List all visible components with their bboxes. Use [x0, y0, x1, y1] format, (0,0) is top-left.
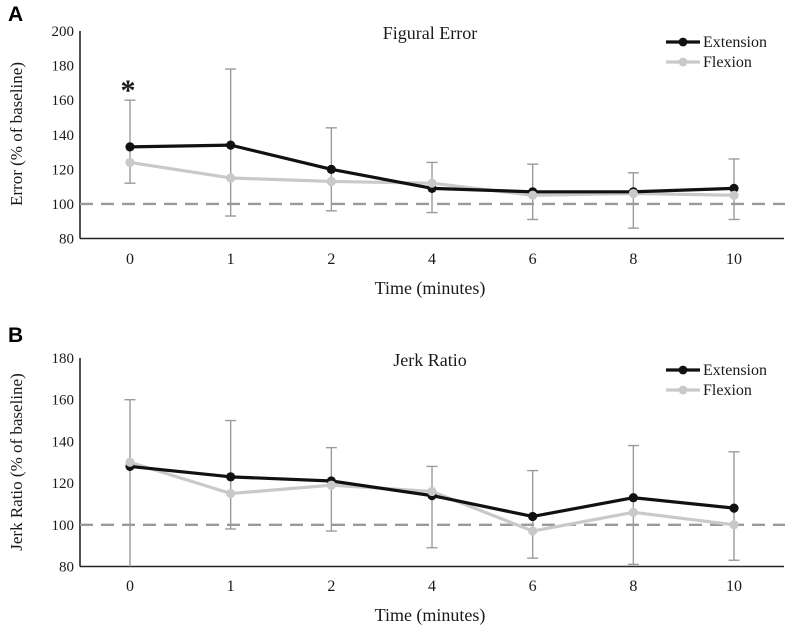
x-tick-label: 0: [126, 251, 134, 268]
flexion-point: [628, 188, 638, 199]
extension-point: [226, 140, 236, 150]
legend-flexion-marker: [678, 385, 688, 395]
y-tick-label: 80: [59, 232, 74, 248]
x-tick-label: 0: [126, 578, 134, 595]
x-tick-label: 4: [428, 251, 436, 268]
extension-point: [226, 472, 236, 482]
y-tick-label: 160: [52, 93, 75, 109]
x-tick-label: 2: [327, 251, 335, 268]
extension-point: [729, 183, 739, 193]
extension-point: [729, 503, 739, 513]
flexion-point: [427, 178, 437, 188]
x-tick-label: 4: [428, 578, 436, 595]
legend-extension-label: Extension: [703, 34, 767, 51]
y-tick-label: 80: [59, 560, 74, 576]
x-tick-label: 8: [629, 251, 637, 268]
y-tick-label: 160: [52, 393, 75, 409]
flexion-point: [226, 173, 236, 183]
flexion-point: [125, 157, 135, 168]
y-tick-label: 100: [52, 518, 75, 534]
y-tick-label: 180: [52, 351, 75, 367]
y-tick-label: 120: [52, 162, 75, 178]
flexion-point: [528, 526, 538, 536]
significance-asterisk: *: [121, 74, 136, 107]
x-tick-label: 1: [227, 578, 235, 595]
y-axis-title: Jerk Ratio (% of baseline): [7, 373, 26, 551]
x-tick-label: 10: [726, 251, 742, 268]
panel-a-label: A: [8, 3, 24, 26]
panel-title: Figural Error: [383, 23, 477, 43]
flexion-point: [427, 486, 437, 497]
flexion-point: [326, 480, 336, 490]
y-tick-label: 140: [52, 128, 75, 144]
extension-point: [125, 142, 135, 152]
legend-flexion-label: Flexion: [703, 54, 752, 71]
x-axis-title: Time (minutes): [375, 278, 486, 299]
y-axis-title: Error (% of baseline): [7, 62, 26, 206]
flexion-point: [628, 507, 638, 517]
y-tick-label: 200: [52, 24, 75, 40]
flexion-point: [729, 520, 739, 530]
x-axis-title: Time (minutes): [375, 605, 486, 626]
x-tick-label: 6: [529, 251, 537, 268]
x-tick-label: 6: [529, 578, 537, 595]
flexion-point: [528, 190, 538, 200]
legend-extension-marker: [678, 37, 688, 47]
flexion-point: [326, 176, 336, 187]
legend-flexion-marker: [678, 57, 688, 67]
legend-flexion-label: Flexion: [703, 382, 752, 399]
flexion-point: [125, 457, 135, 467]
y-tick-label: 120: [52, 476, 75, 492]
panel-title: Jerk Ratio: [393, 350, 467, 370]
x-tick-label: 2: [327, 578, 335, 595]
flexion-point: [226, 488, 236, 499]
extension-point: [628, 493, 638, 503]
x-tick-label: 8: [629, 578, 637, 595]
legend-extension-label: Extension: [703, 362, 767, 379]
y-tick-label: 140: [52, 434, 75, 450]
y-tick-label: 100: [52, 197, 75, 213]
panel-b-label: B: [8, 324, 24, 347]
x-tick-label: 10: [726, 578, 742, 595]
flexion-point: [729, 190, 739, 200]
y-tick-label: 180: [52, 59, 75, 75]
extension-point: [326, 164, 336, 174]
extension-point: [528, 511, 538, 522]
x-tick-label: 1: [227, 251, 235, 268]
legend-extension-marker: [678, 365, 688, 375]
